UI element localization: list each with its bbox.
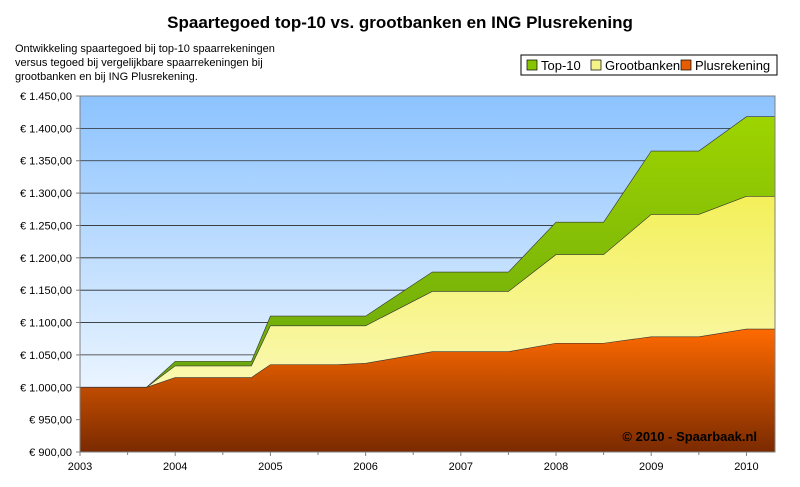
legend-label-grootbanken: Grootbanken — [605, 58, 680, 73]
x-tick-label: 2007 — [449, 461, 473, 473]
y-tick-label: € 1.050,00 — [20, 350, 72, 362]
y-tick-label: € 900,00 — [29, 447, 72, 459]
chart-credit: © 2010 - Spaarbaak.nl — [622, 429, 757, 444]
area-plusrekening — [79, 328, 776, 453]
y-axis: € 900,00 € 950,00 € 1.000,00 € 1.050,00 € 1.… — [20, 91, 80, 459]
y-tick-label: € 1.450,00 — [20, 91, 72, 103]
x-axis: 2003 2004 2005 2006 2007 2008 2009 2010 — [68, 452, 759, 473]
y-tick-label: € 1.350,00 — [20, 156, 72, 168]
y-tick-label: € 1.400,00 — [20, 123, 72, 135]
x-tick-label: 2003 — [68, 461, 92, 473]
x-tick-label: 2004 — [163, 461, 187, 473]
plot-border — [79, 95, 776, 453]
legend-swatch-top10 — [526, 59, 538, 71]
legend: Top-10 Grootbanken Plusrekening — [520, 54, 778, 76]
legend-swatch-grootbanken — [590, 59, 602, 71]
chart-title: Spaartegoed top-10 vs. grootbanken en IN… — [167, 13, 633, 32]
legend-box — [520, 54, 778, 76]
y-tick-label: € 1.300,00 — [20, 188, 72, 200]
legend-label-top10: Top-10 — [541, 58, 581, 73]
legend-swatch-plusrekening — [680, 59, 692, 71]
subtitle-line: Ontwikkeling spaartegoed bij top-10 spaa… — [15, 43, 275, 55]
chart-subtitle: Ontwikkeling spaartegoed bij top-10 spaa… — [15, 43, 275, 83]
y-tick-label: € 1.250,00 — [20, 220, 72, 232]
x-tick-label: 2009 — [639, 461, 663, 473]
y-tick-label: € 1.000,00 — [20, 382, 72, 394]
x-tick-label: 2010 — [734, 461, 758, 473]
x-tick-label: 2005 — [258, 461, 282, 473]
x-tick-label: 2008 — [544, 461, 568, 473]
legend-label-plusrekening: Plusrekening — [695, 58, 770, 73]
series-areas — [79, 116, 776, 453]
y-tick-label: € 1.100,00 — [20, 318, 72, 330]
subtitle-line: versus tegoed bij vergelijkbare spaarrek… — [15, 57, 263, 69]
y-tick-label: € 1.200,00 — [20, 253, 72, 265]
y-tick-label: € 950,00 — [29, 415, 72, 427]
x-tick-label: 2006 — [353, 461, 377, 473]
y-tick-label: € 1.150,00 — [20, 285, 72, 297]
subtitle-line: grootbanken en bij ING Plusrekening. — [15, 71, 198, 83]
